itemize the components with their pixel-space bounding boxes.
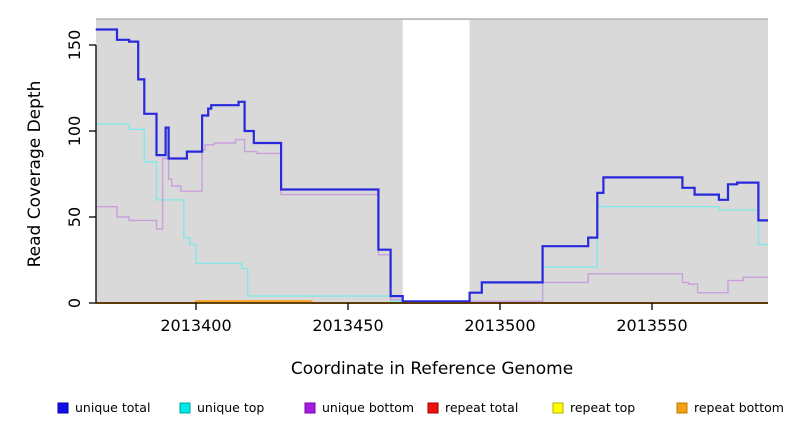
- legend-label-unique-bottom: unique bottom: [322, 400, 414, 415]
- x-axis-title: Coordinate in Reference Genome: [291, 359, 573, 379]
- x-tick-label: 2013550: [616, 316, 687, 335]
- x-axis-ticks: 2013400 2013450 2013500 2013550: [160, 303, 688, 335]
- legend-label-repeat-bottom: repeat bottom: [694, 400, 784, 415]
- legend-swatch-repeat-top: [552, 402, 564, 414]
- legend-label-unique-top: unique top: [197, 400, 264, 415]
- legend-swatch-unique-bottom: [304, 402, 316, 414]
- legend-swatch-repeat-bottom: [676, 402, 688, 414]
- legend-swatch-unique-total: [57, 402, 69, 414]
- y-tick-label: 100: [65, 116, 84, 147]
- y-tick-label: 50: [65, 207, 84, 227]
- y-tick-label: 0: [65, 298, 84, 308]
- legend: unique total unique top unique bottom repea…: [57, 400, 784, 415]
- x-tick-label: 2013400: [160, 316, 231, 335]
- y-tick-label: 150: [65, 30, 84, 61]
- masked-region: [402, 20, 470, 303]
- series-line-unique-bottom: [95, 138, 768, 302]
- x-tick-label: 2013500: [464, 316, 535, 335]
- series-line-unique-total: [95, 28, 768, 303]
- legend-swatch-repeat-total: [427, 402, 439, 414]
- legend-label-repeat-total: repeat total: [445, 400, 518, 415]
- legend-label-repeat-top: repeat top: [570, 400, 635, 415]
- legend-label-unique-total: unique total: [75, 400, 150, 415]
- y-axis-title: Read Coverage Depth: [25, 81, 45, 268]
- y-axis-ticks: 0 50 100 150: [65, 30, 96, 308]
- legend-swatch-unique-top: [179, 402, 191, 414]
- x-tick-label: 2013450: [312, 316, 383, 335]
- series-line-unique-top: [95, 123, 768, 302]
